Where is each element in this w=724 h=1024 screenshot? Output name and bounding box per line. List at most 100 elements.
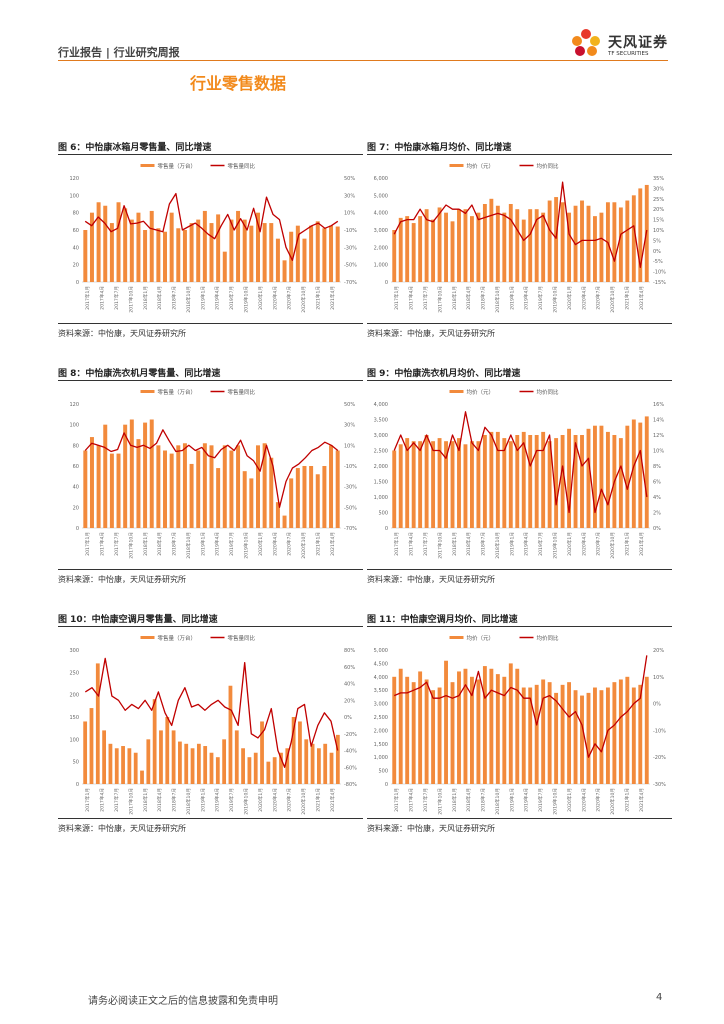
figure-bottom-rule: [367, 569, 672, 570]
x-tick-label: 2018年10月: [185, 532, 192, 559]
x-tick-label: 2018年4月: [465, 532, 472, 556]
x-tick-label: 2020年4月: [580, 532, 587, 556]
bar: [310, 743, 315, 784]
y-right-tick-label: -50%: [344, 505, 357, 511]
bar: [83, 230, 88, 282]
bar: [89, 437, 94, 528]
bar: [560, 684, 565, 784]
bar: [102, 730, 107, 784]
bar: [489, 431, 494, 528]
bar: [156, 445, 161, 528]
y-right-tick-label: 10%: [653, 449, 664, 455]
bar: [586, 428, 591, 528]
bar: [431, 219, 436, 282]
bar: [599, 212, 604, 282]
legend-bar-swatch: [449, 390, 464, 393]
y-right-tick-label: -50%: [344, 263, 357, 269]
x-tick-label: 2020年1月: [566, 286, 573, 310]
logo-text: 天风证券: [608, 35, 668, 51]
bar: [554, 692, 559, 784]
x-tick-label: 2018年1月: [142, 788, 149, 812]
x-tick-label: 2019年4月: [214, 788, 221, 812]
x-tick-label: 2018年1月: [451, 286, 458, 310]
y-right-tick-label: 12%: [653, 433, 664, 439]
bar: [586, 692, 591, 784]
bar: [182, 230, 187, 282]
bar: [156, 228, 161, 282]
y-left-tick-label: 300: [69, 648, 79, 654]
y-left-tick-label: 500: [378, 769, 388, 775]
x-tick-label: 2019年7月: [228, 286, 235, 310]
bar: [184, 743, 189, 784]
x-tick-label: 2020年1月: [566, 788, 573, 812]
bar: [638, 684, 643, 784]
bar: [482, 435, 487, 528]
y-right-tick-label: 60%: [344, 665, 355, 671]
bar: [253, 752, 258, 784]
bar: [431, 690, 436, 784]
bar: [463, 209, 468, 282]
bar: [586, 205, 591, 282]
legend-label: 零售量同比: [228, 634, 256, 642]
y-left-tick-label: 60: [73, 228, 79, 234]
x-tick-label: 2017年1月: [84, 286, 91, 310]
bar: [202, 443, 207, 528]
bar: [285, 748, 290, 784]
bar: [618, 438, 623, 528]
bar: [295, 225, 300, 282]
bar: [437, 687, 442, 784]
y-right-tick-label: 0%: [653, 249, 661, 255]
bar: [127, 748, 132, 784]
y-left-tick-label: 100: [69, 423, 79, 429]
bar: [315, 221, 320, 282]
bar: [275, 238, 280, 282]
x-tick-label: 2020年4月: [580, 788, 587, 812]
legend-bar-swatch: [140, 164, 155, 167]
bar: [133, 752, 138, 784]
logo-subtext: TF SECURITIES: [608, 51, 649, 57]
x-tick-label: 2021年4月: [638, 788, 645, 812]
bar: [202, 210, 207, 282]
x-tick-label: 2019年7月: [228, 788, 235, 812]
bar: [457, 438, 461, 528]
bar: [228, 685, 233, 784]
bar: [599, 690, 604, 784]
x-tick-label: 2019年4月: [523, 532, 530, 556]
y-left-tick-label: 2,500: [374, 449, 388, 455]
series-line: [84, 657, 339, 768]
footer-disclaimer: 请务必阅读正文之后的信息披露和免责申明: [88, 996, 278, 1007]
y-left-tick-label: 4,000: [374, 402, 388, 408]
bar: [392, 230, 397, 282]
bar: [515, 668, 520, 784]
bar: [631, 419, 636, 528]
y-left-tick-label: 2,000: [374, 464, 388, 470]
bar: [528, 435, 533, 528]
x-tick-label: 2020年10月: [609, 532, 616, 559]
figure-top-rule: [367, 154, 672, 155]
x-tick-label: 2017年7月: [422, 532, 429, 556]
figure-source: 资料来源：中怡康，天风证券研究所: [58, 824, 186, 833]
bar: [114, 748, 119, 784]
x-tick-label: 2020年4月: [271, 286, 278, 310]
bar: [242, 471, 247, 528]
series-line: [393, 181, 648, 269]
y-right-tick-label: 30%: [344, 423, 355, 429]
bar: [405, 676, 410, 784]
bar: [502, 438, 507, 528]
bar: [625, 676, 630, 784]
bar: [236, 445, 241, 528]
bar: [329, 445, 334, 528]
bar: [236, 210, 241, 282]
bar: [424, 679, 429, 784]
x-tick-label: 2021年1月: [314, 532, 321, 556]
chart-legend: 均价（元） 均价同比: [449, 388, 559, 396]
y-left-tick-label: 0: [76, 782, 79, 788]
x-tick-label: 2017年4月: [408, 286, 415, 310]
y-left-tick-label: 5,000: [374, 648, 388, 654]
x-tick-label: 2017年10月: [127, 286, 134, 313]
bar: [163, 450, 168, 528]
bar: [489, 198, 494, 282]
bar: [282, 260, 287, 282]
bar: [335, 734, 340, 784]
bar: [255, 212, 260, 282]
